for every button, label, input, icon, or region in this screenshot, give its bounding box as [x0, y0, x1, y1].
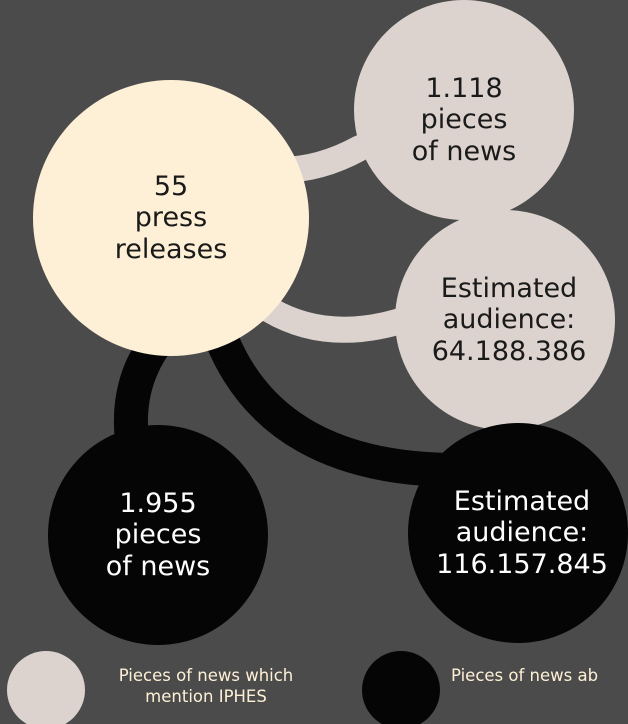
connector-audience-other — [205, 323, 469, 487]
audience-other-line-2: audience: — [455, 517, 589, 549]
news-iphes-line-1: 1.118 — [425, 73, 503, 105]
bubble-audience-iphes: Estimated audience: 64.188.386 — [395, 210, 615, 430]
legend-light-line-2: mention IPHES — [145, 687, 267, 707]
audience-other-line-1: Estimated — [453, 486, 591, 518]
center-line-2: press — [134, 202, 208, 234]
news-other-line-1: 1.955 — [119, 488, 197, 520]
legend-light-swatch — [7, 651, 85, 724]
news-iphes-line-2: pieces — [420, 104, 508, 136]
audience-iphes-line-1: Estimated — [440, 273, 578, 305]
bubble-audience-other: Estimated audience: 116.157.845 — [408, 423, 628, 643]
news-other-line-3: of news — [105, 550, 211, 582]
audience-iphes-line-2: audience: — [442, 304, 576, 336]
center-line-3: releases — [114, 233, 228, 265]
bubble-press-releases: 55 press releases — [33, 80, 309, 356]
legend-light-line-1: Pieces of news which — [118, 666, 294, 685]
bubble-news-iphes: 1.118 pieces of news — [354, 0, 574, 220]
bubble-news-other: 1.955 pieces of news — [48, 425, 268, 645]
legend-dark-label: Pieces of news ab — [451, 666, 599, 685]
legend-light-label: Pieces of news which mention IPHES — [93, 665, 319, 708]
news-iphes-line-3: of news — [411, 135, 517, 167]
connector-audience-iphes — [257, 297, 423, 343]
audience-iphes-line-3: 64.188.386 — [431, 335, 587, 367]
legend-dark-swatch — [362, 651, 440, 724]
news-other-line-2: pieces — [114, 519, 202, 551]
audience-other-line-3: 116.157.845 — [436, 548, 608, 580]
center-line-1: 55 — [153, 171, 189, 203]
